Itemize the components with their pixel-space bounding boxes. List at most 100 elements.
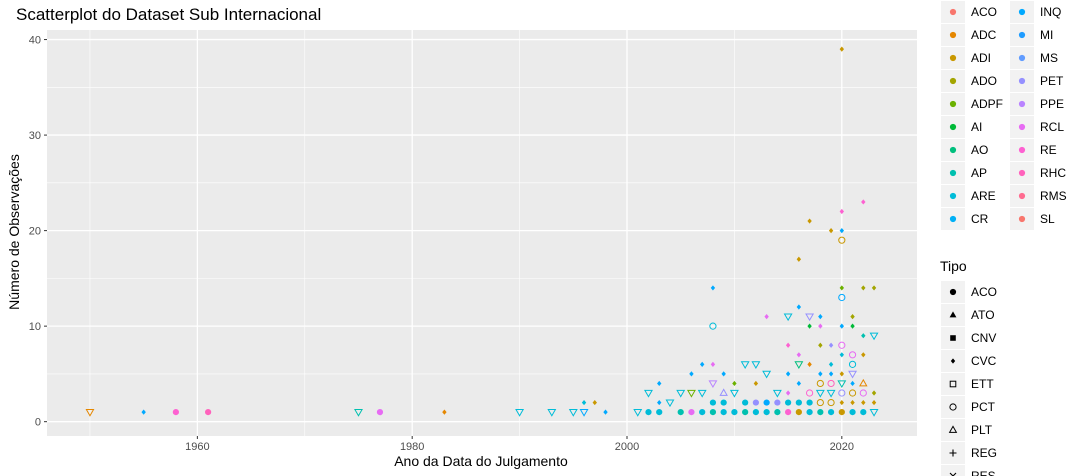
legend-key-point [949, 146, 957, 154]
data-point [592, 399, 597, 406]
data-point [709, 322, 717, 330]
color-legend-label: ADC [971, 28, 997, 42]
color-legend-label: ADO [971, 74, 997, 88]
x-axis-ticks: 1960 1980 2000 2020 [185, 436, 854, 453]
data-point [785, 371, 791, 377]
color-legend-label: SL [1040, 212, 1055, 226]
data-point [697, 389, 707, 398]
data-point [515, 409, 525, 417]
data-point [752, 399, 759, 406]
legend-key-shape [949, 311, 957, 318]
color-legend: ACO ADC ADI ADO ADPF AI AO AP ARE CR INQ MI MS PET PPE… [941, 1, 1067, 230]
data-point [837, 380, 847, 389]
data-point [796, 380, 802, 387]
data-point [740, 361, 750, 369]
data-point [742, 399, 749, 406]
data-point [699, 409, 706, 416]
data-point [763, 399, 770, 406]
data-point [838, 389, 846, 397]
data-point [172, 409, 179, 416]
data-point [731, 409, 738, 416]
data-point [839, 371, 845, 377]
y-tick-label: 0 [35, 417, 41, 429]
data-point [861, 285, 866, 291]
legend-key-point [1018, 123, 1026, 131]
legend-key-point [1018, 54, 1026, 62]
shape-legend-label: CVC [971, 354, 997, 368]
data-point [860, 409, 867, 416]
legend-key-shape [950, 335, 956, 341]
data-point [732, 380, 737, 387]
data-point [818, 323, 823, 329]
data-point [838, 236, 846, 244]
data-point [795, 399, 802, 406]
data-point [689, 371, 694, 377]
data-point [848, 389, 857, 397]
shape-legend-label: PCT [971, 400, 996, 414]
data-point [753, 380, 759, 387]
data-point [838, 341, 846, 349]
data-point [848, 360, 857, 368]
data-point [827, 379, 835, 388]
legend-key-point [1018, 192, 1026, 200]
data-point [688, 409, 695, 416]
legend-key-point [1018, 146, 1026, 154]
data-point [839, 352, 845, 358]
legend-key-bg [941, 373, 965, 395]
legend-key-point [1018, 169, 1026, 177]
data-point [742, 409, 749, 416]
color-legend-label: ARE [971, 189, 996, 203]
data-point [719, 388, 728, 396]
data-point [729, 389, 739, 398]
data-point [848, 351, 857, 359]
data-point [796, 352, 802, 358]
data-point [869, 332, 879, 341]
x-tick-label: 2020 [830, 441, 854, 453]
shape-legend-label: RES [971, 469, 996, 476]
legend-key-point [949, 54, 957, 62]
data-point [827, 398, 835, 407]
shape-legend-label: REG [971, 446, 997, 460]
data-point [839, 323, 845, 329]
data-point [645, 409, 652, 416]
color-legend-label: RCL [1040, 120, 1064, 134]
color-legend-label: AO [971, 143, 988, 157]
data-point [657, 380, 662, 387]
data-point [848, 370, 858, 379]
legend-key-point [1018, 100, 1026, 108]
data-point [709, 409, 717, 416]
data-point [850, 313, 855, 320]
data-point [818, 313, 823, 320]
data-point [85, 409, 95, 417]
legend-key-shape [948, 425, 958, 433]
color-legend-label: MI [1040, 28, 1053, 42]
data-point [806, 399, 813, 406]
data-point [807, 323, 812, 329]
legend-key-bg [941, 465, 965, 476]
data-point [817, 409, 824, 416]
data-point [676, 389, 686, 398]
data-point [828, 371, 834, 377]
data-point [828, 342, 834, 348]
y-tick-label: 20 [29, 226, 41, 238]
data-point [861, 399, 866, 406]
x-tick-label: 1960 [185, 441, 209, 453]
shape-legend: ACO ATO CNV CVC ETT PCT PLT REG RES [941, 281, 997, 476]
data-point [376, 409, 384, 416]
color-legend-label: AP [971, 166, 987, 180]
data-point [442, 409, 447, 415]
legend-key-point [949, 215, 957, 223]
data-point [772, 389, 782, 398]
data-point [656, 409, 663, 416]
x-tick-label: 2000 [615, 441, 639, 453]
data-point [710, 285, 716, 291]
color-legend-label: PET [1040, 74, 1064, 88]
legend-key-bg [941, 419, 965, 441]
data-point [721, 371, 726, 377]
data-point [547, 409, 557, 417]
data-point [785, 390, 791, 396]
legend-key-shape [949, 380, 957, 388]
data-point [850, 399, 855, 406]
color-legend-label: PPE [1040, 97, 1064, 111]
color-legend-label: ADPF [971, 97, 1003, 111]
